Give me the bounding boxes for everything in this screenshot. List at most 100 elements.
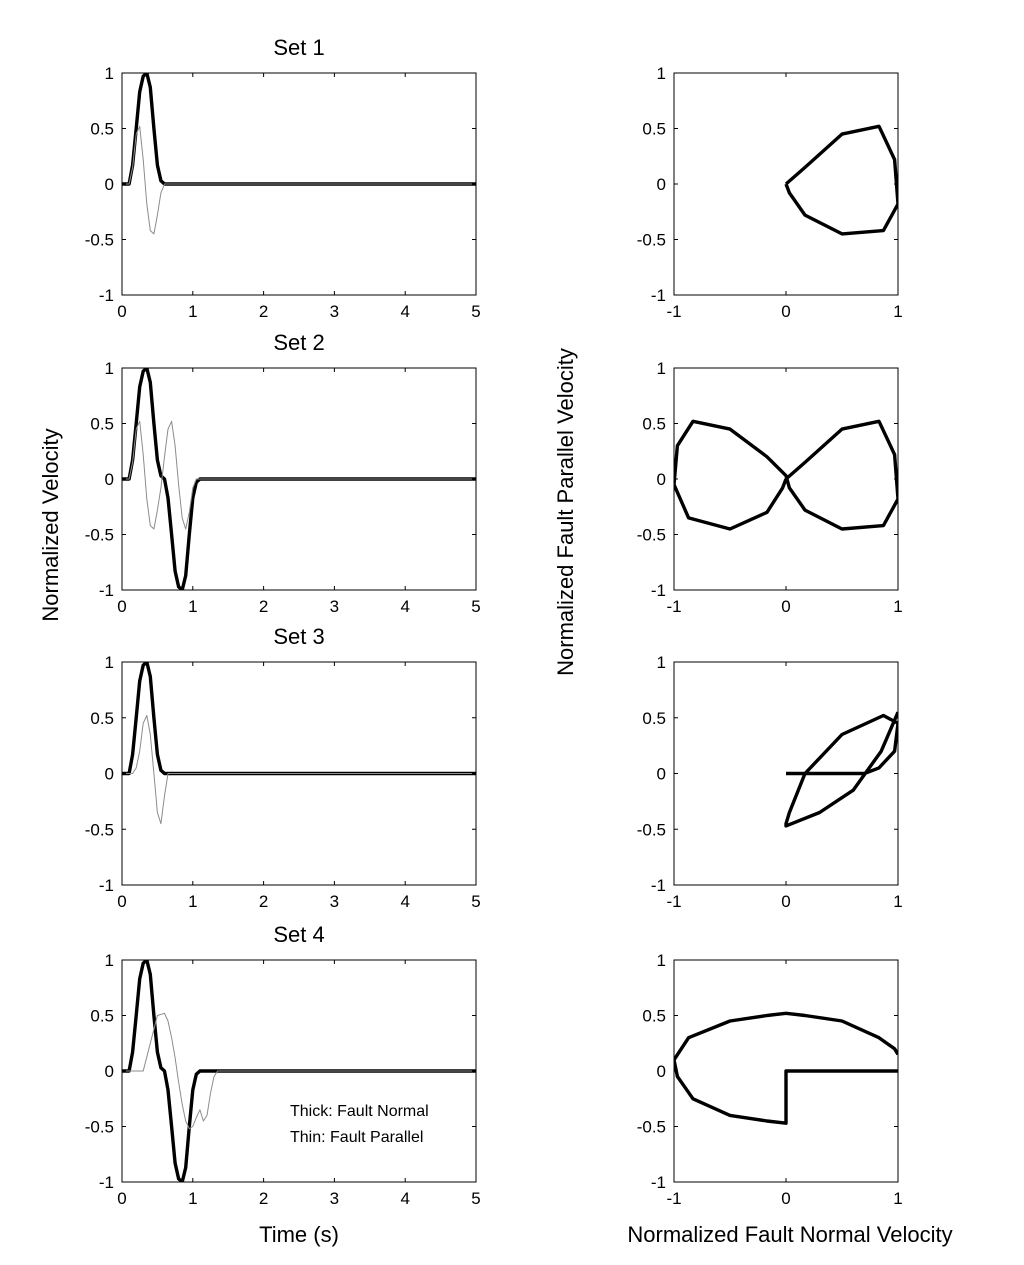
series-line-thick — [122, 662, 476, 776]
x-tick-label: 0 — [781, 302, 790, 321]
series-group — [674, 419, 898, 531]
x-tick-label: 1 — [893, 1189, 902, 1208]
x-tick-label: 0 — [781, 1189, 790, 1208]
x-tick-label: 4 — [400, 1189, 409, 1208]
legend-thin: Thin: Fault Parallel — [290, 1129, 423, 1146]
series-group — [122, 960, 476, 1182]
y-tick-label: 1 — [657, 359, 666, 378]
x-tick-label: 4 — [400, 302, 409, 321]
y-tick-label: -1 — [651, 581, 666, 600]
series-line-thick — [784, 711, 898, 828]
y-tick-label: 0 — [105, 470, 114, 489]
y-tick-label: 0 — [105, 1062, 114, 1081]
y-tick-label: -1 — [99, 1173, 114, 1192]
y-tick-label: 1 — [657, 951, 666, 970]
series-group — [122, 662, 476, 825]
x-tick-label: 1 — [893, 302, 902, 321]
y-tick-label: -0.5 — [85, 820, 114, 839]
panel-3: 0 1 2 3 4 5 -1 -0.5 0 0.5 1 Set 2 — [85, 330, 481, 616]
y-tick-label: -1 — [651, 1173, 666, 1192]
y-tick-label: 0.5 — [642, 415, 666, 434]
y-tick-label: 0 — [105, 765, 114, 784]
y-tick-label: 0.5 — [642, 709, 666, 728]
y-tick-label: -0.5 — [637, 1118, 666, 1137]
panel-4: -1 0 1 -1 -0.5 0 0.5 1 — [637, 359, 903, 616]
legend: Thick: Fault Normal Thin: Fault Parallel — [290, 1103, 429, 1146]
x-tick-label: 5 — [471, 597, 480, 616]
series-line-thin — [122, 715, 476, 825]
panel-2: -1 0 1 -1 -0.5 0 0.5 1 — [637, 64, 903, 321]
y-tick-label: 1 — [105, 653, 114, 672]
x-tick-label: 1 — [188, 892, 197, 911]
y-tick-label: -1 — [99, 286, 114, 305]
x-tick-label: 0 — [781, 597, 790, 616]
x-tick-label: 2 — [259, 892, 268, 911]
x-tick-label: 0 — [117, 302, 126, 321]
series-line-thin — [122, 125, 476, 235]
x-tick-label: 5 — [471, 892, 480, 911]
panel-1: 0 1 2 3 4 5 -1 -0.5 0 0.5 1 Set 1 — [85, 35, 481, 321]
panel-title: Set 2 — [273, 330, 324, 355]
series-line-thin — [122, 1012, 476, 1130]
y-tick-label: 0.5 — [90, 415, 114, 434]
y-tick-label: 1 — [105, 951, 114, 970]
y-tick-label: 0 — [105, 175, 114, 194]
y-tick-label: 0.5 — [642, 120, 666, 139]
panel-title: Set 4 — [273, 922, 324, 947]
x-tick-label: 1 — [188, 1189, 197, 1208]
series-line-thick — [674, 419, 898, 531]
y-tick-label: -1 — [99, 581, 114, 600]
y-tick-label: -1 — [651, 876, 666, 895]
series-line-thin — [122, 420, 476, 530]
time-ylabel: Normalized Velocity — [38, 428, 63, 621]
x-tick-label: 0 — [781, 892, 790, 911]
x-tick-label: -1 — [666, 302, 681, 321]
x-tick-label: 3 — [330, 1189, 339, 1208]
y-tick-label: 1 — [105, 359, 114, 378]
y-tick-label: 0.5 — [90, 1007, 114, 1026]
time-xlabel: Time (s) — [259, 1222, 339, 1247]
panel-title: Set 3 — [273, 624, 324, 649]
y-tick-label: -1 — [651, 286, 666, 305]
x-tick-label: -1 — [666, 1189, 681, 1208]
series-group — [784, 711, 898, 828]
x-tick-label: 2 — [259, 597, 268, 616]
y-tick-label: -0.5 — [85, 526, 114, 545]
x-tick-label: 1 — [188, 597, 197, 616]
y-tick-label: 0.5 — [642, 1007, 666, 1026]
x-tick-label: 4 — [400, 892, 409, 911]
y-tick-label: 0 — [657, 175, 666, 194]
orbit-xlabel: Normalized Fault Normal Velocity — [627, 1222, 952, 1247]
panel-8: -1 0 1 -1 -0.5 0 0.5 1 — [637, 951, 903, 1208]
series-group — [674, 1011, 898, 1125]
x-tick-label: 5 — [471, 302, 480, 321]
y-tick-label: -0.5 — [637, 820, 666, 839]
y-tick-label: -1 — [99, 876, 114, 895]
series-line-thick — [674, 1011, 898, 1125]
series-line-thick — [122, 368, 476, 590]
y-tick-label: 0 — [657, 765, 666, 784]
y-tick-label: 0.5 — [90, 709, 114, 728]
y-tick-label: 1 — [657, 653, 666, 672]
panel-6: -1 0 1 -1 -0.5 0 0.5 1 — [637, 653, 903, 911]
x-tick-label: 0 — [117, 892, 126, 911]
x-tick-label: 4 — [400, 597, 409, 616]
x-tick-label: 0 — [117, 1189, 126, 1208]
series-group — [122, 73, 476, 235]
x-tick-label: 0 — [117, 597, 126, 616]
panel-title: Set 1 — [273, 35, 324, 60]
x-tick-label: 2 — [259, 302, 268, 321]
y-tick-label: 0 — [657, 470, 666, 489]
series-line-thick — [122, 960, 476, 1182]
y-tick-label: 1 — [657, 64, 666, 83]
x-tick-label: 1 — [893, 892, 902, 911]
y-tick-label: -0.5 — [637, 526, 666, 545]
series-group — [122, 368, 476, 590]
y-tick-label: 1 — [105, 64, 114, 83]
orbit-ylabel: Normalized Fault Parallel Velocity — [553, 348, 578, 676]
x-tick-label: 1 — [188, 302, 197, 321]
y-tick-label: 0.5 — [90, 120, 114, 139]
x-tick-label: 5 — [471, 1189, 480, 1208]
